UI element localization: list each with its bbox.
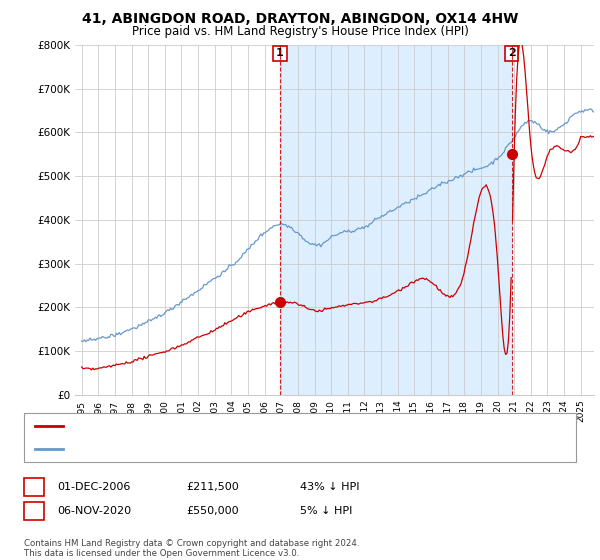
Bar <box>280 45 512 395</box>
Text: 2: 2 <box>30 506 38 516</box>
Text: Price paid vs. HM Land Registry's House Price Index (HPI): Price paid vs. HM Land Registry's House … <box>131 25 469 38</box>
Text: 41, ABINGDON ROAD, DRAYTON, ABINGDON, OX14 4HW: 41, ABINGDON ROAD, DRAYTON, ABINGDON, OX… <box>82 12 518 26</box>
Text: 06-NOV-2020: 06-NOV-2020 <box>57 506 131 516</box>
Text: 43% ↓ HPI: 43% ↓ HPI <box>300 482 359 492</box>
Text: 2: 2 <box>508 48 515 58</box>
Text: Contains HM Land Registry data © Crown copyright and database right 2024.
This d: Contains HM Land Registry data © Crown c… <box>24 539 359 558</box>
Text: 5% ↓ HPI: 5% ↓ HPI <box>300 506 352 516</box>
Text: £211,500: £211,500 <box>186 482 239 492</box>
Text: 1: 1 <box>30 482 38 492</box>
Text: £550,000: £550,000 <box>186 506 239 516</box>
Text: 41, ABINGDON ROAD, DRAYTON, ABINGDON, OX14 4HW (detached house): 41, ABINGDON ROAD, DRAYTON, ABINGDON, OX… <box>69 421 457 431</box>
Text: 1: 1 <box>276 48 284 58</box>
Text: HPI: Average price, detached house, Vale of White Horse: HPI: Average price, detached house, Vale… <box>69 444 365 454</box>
Text: 01-DEC-2006: 01-DEC-2006 <box>57 482 130 492</box>
